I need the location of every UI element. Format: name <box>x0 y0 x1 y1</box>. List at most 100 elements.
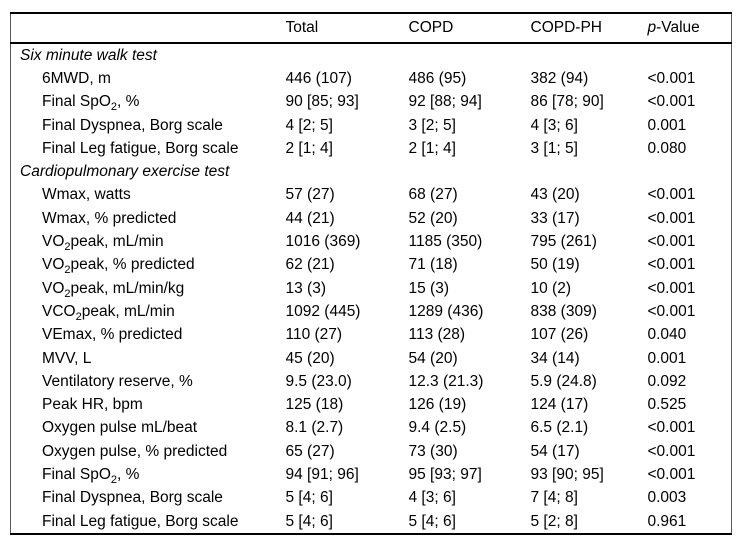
total-value: 57 (27) <box>285 186 335 204</box>
total-value: 45 (20) <box>285 349 335 367</box>
copd-ph-value: 107 (26) <box>530 326 589 344</box>
copd-value: 5 [4; 6] <box>408 512 456 530</box>
header-copd-ph: COPD-PH <box>530 13 648 44</box>
row-label: Wmax, watts <box>42 186 131 204</box>
data-row: VEmax, % predicted 110 (27) 113 (28) 107 (2… <box>11 324 732 347</box>
row-label: Oxygen pulse mL/beat <box>42 419 198 437</box>
row-label: MVV, L <box>42 349 92 367</box>
row-label: VCO2peak, mL/min <box>42 302 175 323</box>
p-value-rest: -Value <box>656 19 700 36</box>
copd-ph-value: 10 (2) <box>530 279 572 297</box>
results-table: Total COPD COPD-PH p-Value Six minute wa… <box>10 12 732 536</box>
copd-value: 486 (95) <box>408 69 467 87</box>
total-value: 2 [1; 4] <box>285 139 333 157</box>
copd-ph-value: 382 (94) <box>530 69 589 87</box>
copd-ph-value: 838 (309) <box>530 302 597 320</box>
header-total: Total <box>285 13 409 44</box>
p-value: <0.001 <box>647 93 696 111</box>
data-row: MVV, L 45 (20) 54 (20) 34 (14) 0.001 <box>11 347 732 370</box>
p-value: <0.001 <box>647 442 696 460</box>
copd-value: 1185 (350) <box>408 233 483 251</box>
copd-value: 126 (19) <box>408 396 467 414</box>
row-label: Final Dyspnea, Borg scale <box>42 489 223 507</box>
data-row: Final SpO2, % 94 [91; 96] 95 [93; 97] 93 [9… <box>11 463 732 486</box>
copd-value: 54 (20) <box>408 349 458 367</box>
row-label: Ventilatory reserve, % <box>42 372 193 390</box>
total-value: 13 (3) <box>285 279 327 297</box>
table-body: Six minute walk test 6MWD, m 446 (107) 486 … <box>11 43 732 534</box>
copd-ph-value: 124 (17) <box>530 396 589 414</box>
p-value: 0.080 <box>647 139 687 157</box>
p-value: 0.003 <box>647 489 687 507</box>
p-value: 0.525 <box>647 396 687 414</box>
copd-value: 92 [88; 94] <box>408 93 482 111</box>
total-value: 9.5 (23.0) <box>285 372 352 390</box>
copd-ph-value: 54 (17) <box>530 442 580 460</box>
total-value: 90 [85; 93] <box>285 93 359 111</box>
copd-ph-value: 7 [4; 8] <box>530 489 578 507</box>
copd-ph-value: 5 [2; 8] <box>530 512 578 530</box>
row-label: VO2peak, % predicted <box>42 256 195 277</box>
copd-value: 52 (20) <box>408 209 458 227</box>
total-value: 125 (18) <box>285 396 344 414</box>
total-value: 44 (21) <box>285 209 335 227</box>
copd-value: 95 [93; 97] <box>408 465 482 483</box>
p-value: 0.001 <box>647 349 687 367</box>
row-label: VO2peak, mL/min/kg <box>42 279 185 300</box>
p-value: <0.001 <box>647 209 696 227</box>
data-row: VO2peak, mL/min 1016 (369) 1185 (350) 795 (… <box>11 230 732 253</box>
data-row: Final Leg fatigue, Borg scale 2 [1; 4] 2 [… <box>11 137 732 160</box>
p-value: <0.001 <box>647 302 696 320</box>
total-value: 62 (21) <box>285 256 335 274</box>
row-label: Wmax, % predicted <box>42 209 177 227</box>
row-label: Final Leg fatigue, Borg scale <box>42 512 239 530</box>
total-value: 4 [2; 5] <box>285 116 333 134</box>
row-label: Oxygen pulse, % predicted <box>42 442 228 460</box>
data-row: Oxygen pulse, % predicted 65 (27) 73 (30) 5… <box>11 440 732 463</box>
copd-value: 1289 (436) <box>408 302 484 320</box>
p-value: 0.001 <box>647 116 687 134</box>
row-label: Final SpO2, % <box>42 465 140 487</box>
p-value: <0.001 <box>647 419 696 437</box>
total-value: 446 (107) <box>285 69 352 87</box>
row-label: Final SpO2, % <box>42 93 140 114</box>
data-row: Wmax, watts 57 (27) 68 (27) 43 (20) <0.001 <box>11 184 732 207</box>
copd-value: 73 (30) <box>408 442 458 460</box>
copd-ph-value: 93 [90; 95] <box>530 465 604 483</box>
total-value: 8.1 (2.7) <box>285 419 344 437</box>
copd-value: 15 (3) <box>408 279 450 297</box>
p-value: <0.001 <box>647 233 696 251</box>
data-row: Ventilatory reserve, % 9.5 (23.0) 12.3 (21… <box>11 370 732 393</box>
total-value: 110 (27) <box>285 326 343 344</box>
copd-value: 113 (28) <box>408 326 466 344</box>
data-row: Final Dyspnea, Borg scale 4 [2; 5] 3 [2; 5… <box>11 114 732 137</box>
p-value: 0.092 <box>647 372 687 390</box>
section-row: Six minute walk test <box>11 43 732 67</box>
row-label: 6MWD, m <box>42 69 111 87</box>
p-value: 0.961 <box>647 512 687 530</box>
row-label: Final Dyspnea, Borg scale <box>42 116 223 134</box>
copd-ph-value: 5.9 (24.8) <box>530 372 597 390</box>
copd-ph-value: 4 [3; 6] <box>530 116 578 134</box>
copd-ph-value: 50 (19) <box>530 256 580 274</box>
copd-ph-value: 6.5 (2.1) <box>530 419 589 437</box>
data-row: VO2peak, % predicted 62 (21) 71 (18) 50 (19… <box>11 254 732 277</box>
p-value: <0.001 <box>647 279 696 297</box>
data-row: Final Leg fatigue, Borg scale 5 [4; 6] 5 [… <box>11 510 732 534</box>
row-label: VEmax, % predicted <box>42 326 183 344</box>
data-row: Wmax, % predicted 44 (21) 52 (20) 33 (17) <0… <box>11 207 732 230</box>
total-value: 5 [4; 6] <box>285 489 333 507</box>
data-row: VCO2peak, mL/min 1092 (445) 1289 (436) 838 … <box>11 300 732 323</box>
header-empty-cell <box>10 13 286 44</box>
p-value: <0.001 <box>647 465 696 483</box>
total-value: 1016 (369) <box>285 233 361 251</box>
copd-value: 4 [3; 6] <box>408 489 456 507</box>
data-row: Peak HR, bpm 125 (18) 126 (19) 124 (17) 0.52… <box>11 393 732 416</box>
data-row: 6MWD, m 446 (107) 486 (95) 382 (94) <0.001 <box>11 67 732 90</box>
p-value: <0.001 <box>647 186 696 204</box>
data-row: Final Dyspnea, Borg scale 5 [4; 6] 4 [3; 6… <box>11 487 732 510</box>
total-value: 94 [91; 96] <box>285 465 359 483</box>
header-row: Total COPD COPD-PH p-Value <box>10 13 732 44</box>
total-value: 65 (27) <box>285 442 335 460</box>
